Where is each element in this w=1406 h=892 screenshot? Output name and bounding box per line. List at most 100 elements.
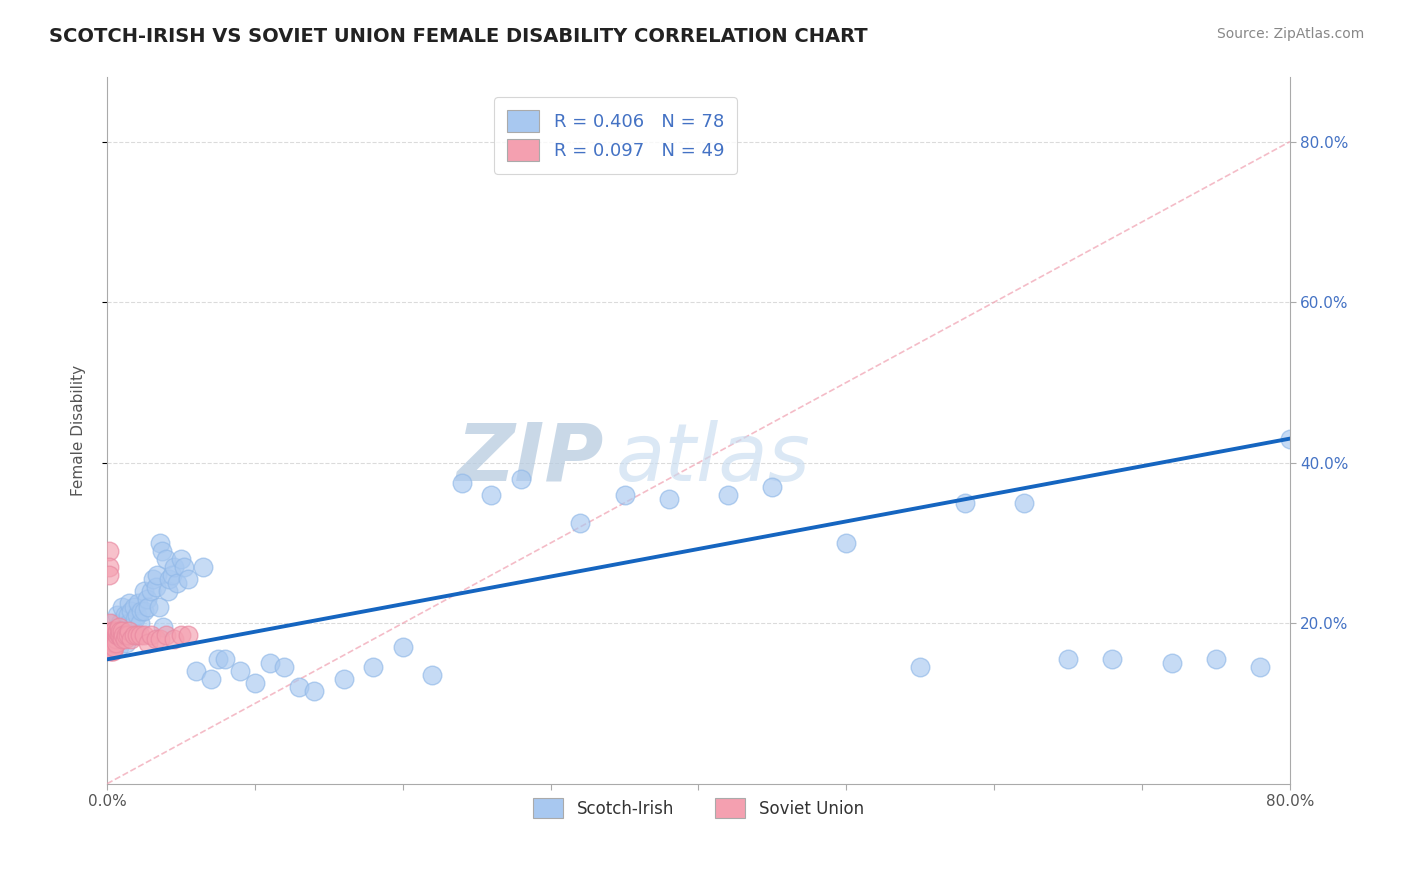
Point [166, 576, 188, 591]
Point [103, 636, 125, 650]
Point [1012, 496, 1035, 510]
Point [200, 673, 222, 687]
Y-axis label: Female Disability: Female Disability [72, 365, 86, 496]
Point [146, 568, 169, 582]
Point [160, 568, 183, 582]
Text: SCOTCH-IRISH VS SOVIET UNION FEMALE DISABILITY CORRELATION CHART: SCOTCH-IRISH VS SOVIET UNION FEMALE DISA… [49, 27, 868, 45]
Point [125, 628, 148, 642]
Point [259, 657, 281, 671]
Point [111, 632, 134, 647]
Point [128, 628, 150, 642]
Point [107, 624, 129, 639]
Point [97, 544, 120, 558]
Point [136, 592, 159, 607]
Point [1101, 652, 1123, 666]
Point [149, 632, 172, 647]
Point [124, 612, 146, 626]
Point [103, 628, 125, 642]
Point [104, 624, 127, 639]
Point [149, 536, 172, 550]
Point [132, 628, 155, 642]
Point [761, 480, 783, 494]
Point [112, 628, 135, 642]
Point [184, 665, 207, 679]
Point [145, 580, 167, 594]
Point [115, 628, 138, 642]
Point [302, 684, 325, 698]
Point [162, 560, 184, 574]
Point [613, 488, 636, 502]
Point [104, 636, 127, 650]
Point [1057, 652, 1080, 666]
Point [111, 624, 134, 639]
Point [122, 628, 145, 642]
Point [177, 628, 200, 642]
Point [132, 584, 155, 599]
Point [129, 604, 152, 618]
Point [98, 636, 121, 650]
Point [103, 616, 125, 631]
Point [108, 620, 131, 634]
Point [138, 600, 160, 615]
Point [910, 660, 932, 674]
Point [243, 676, 266, 690]
Point [138, 636, 160, 650]
Point [173, 560, 195, 574]
Point [104, 632, 127, 647]
Point [120, 632, 142, 647]
Point [98, 616, 121, 631]
Point [97, 560, 120, 574]
Point [156, 584, 179, 599]
Point [214, 652, 236, 666]
Point [110, 628, 132, 642]
Point [229, 665, 252, 679]
Point [107, 608, 129, 623]
Point [107, 628, 129, 642]
Point [122, 600, 145, 615]
Text: ZIP: ZIP [457, 420, 603, 498]
Point [141, 628, 163, 642]
Point [1205, 652, 1227, 666]
Point [121, 620, 143, 634]
Point [141, 584, 163, 599]
Point [101, 636, 124, 650]
Point [115, 620, 138, 634]
Point [103, 624, 125, 639]
Point [145, 632, 167, 647]
Point [118, 596, 141, 610]
Point [142, 572, 165, 586]
Point [162, 632, 184, 647]
Point [481, 488, 503, 502]
Point [103, 640, 125, 655]
Point [193, 560, 215, 574]
Point [108, 640, 131, 655]
Point [118, 616, 141, 631]
Point [110, 624, 132, 639]
Point [118, 624, 141, 639]
Point [100, 644, 122, 658]
Point [125, 628, 148, 642]
Point [101, 632, 124, 647]
Point [451, 475, 474, 490]
Legend: Scotch-Irish, Soviet Union: Scotch-Irish, Soviet Union [526, 791, 870, 825]
Point [332, 673, 354, 687]
Point [110, 616, 132, 631]
Point [108, 628, 131, 642]
Point [101, 624, 124, 639]
Point [150, 544, 173, 558]
Point [170, 552, 193, 566]
Point [115, 636, 138, 650]
Point [127, 596, 149, 610]
Point [111, 628, 134, 642]
Point [953, 496, 976, 510]
Point [155, 628, 177, 642]
Point [273, 660, 295, 674]
Point [104, 628, 127, 642]
Point [103, 632, 125, 647]
Point [125, 608, 148, 623]
Point [117, 628, 139, 642]
Point [510, 472, 533, 486]
Point [98, 632, 121, 647]
Point [100, 632, 122, 647]
Point [152, 620, 174, 634]
